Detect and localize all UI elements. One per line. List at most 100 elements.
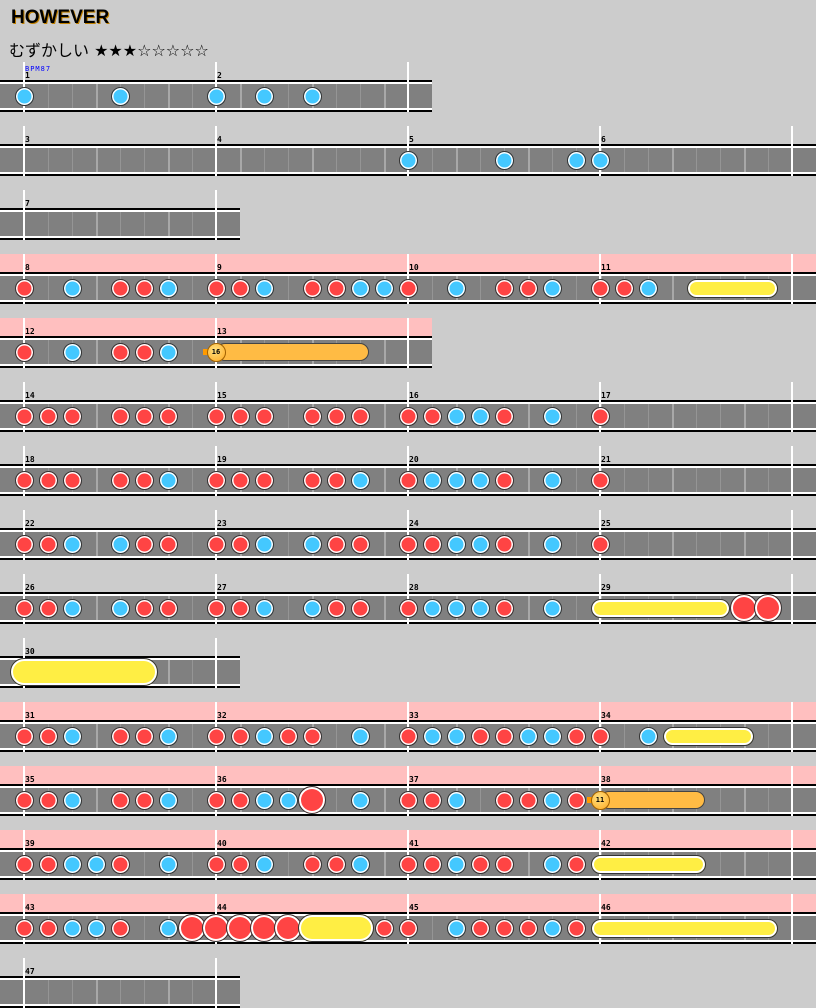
measure-number: 2 (217, 71, 222, 80)
grid-line (288, 596, 289, 620)
don-note (110, 854, 130, 874)
grid-line (696, 148, 697, 172)
chart-row: 7 (0, 190, 240, 240)
grid-line (192, 532, 193, 556)
grid-line (144, 84, 145, 108)
grid-line (744, 468, 746, 492)
measure-number: 23 (217, 519, 227, 528)
ka-note (110, 598, 130, 618)
grid-line (168, 980, 170, 1004)
bar-line (407, 62, 409, 112)
grid-line (456, 148, 458, 172)
ka-note (62, 342, 82, 362)
bar-line (791, 126, 793, 176)
measure-number: 21 (601, 455, 611, 464)
grid-line (648, 532, 649, 556)
ka-note (302, 86, 322, 106)
don-note (422, 790, 442, 810)
grid-line (528, 468, 530, 492)
grid-line (624, 468, 625, 492)
bar-line (23, 126, 25, 176)
don-note (206, 278, 226, 298)
don-note (110, 470, 130, 490)
ka-note (542, 406, 562, 426)
measure-number: 8 (25, 263, 30, 272)
ka-note (254, 854, 274, 874)
ka-note (542, 854, 562, 874)
grid-line (336, 84, 337, 108)
grid-line (144, 148, 145, 172)
grid-line (288, 84, 289, 108)
grid-line (288, 852, 289, 876)
don-note (326, 278, 346, 298)
measure-number: 6 (601, 135, 606, 144)
ka-note (494, 150, 514, 170)
grid-line (624, 532, 625, 556)
don-note (422, 854, 442, 874)
grid-line (720, 404, 721, 428)
don-note (206, 790, 226, 810)
ka-note (542, 726, 562, 746)
chart-row: 47 (0, 958, 240, 1008)
don-note (206, 470, 226, 490)
ka-note (158, 918, 178, 938)
measure-number: 34 (601, 711, 611, 720)
don-note (206, 406, 226, 426)
grid-line (336, 148, 337, 172)
note-lane (0, 208, 240, 240)
measure-number: 5 (409, 135, 414, 144)
balloon-note-body (216, 343, 369, 361)
ka-note (590, 150, 610, 170)
grid-line (96, 724, 98, 748)
don-note (494, 278, 514, 298)
ka-note (158, 342, 178, 362)
measure-number: 15 (217, 391, 227, 400)
don-note (134, 342, 154, 362)
ka-note (446, 406, 466, 426)
grid-line (192, 84, 193, 108)
ka-note (542, 470, 562, 490)
don-note (350, 534, 370, 554)
grid-line (144, 852, 145, 876)
grid-line (672, 404, 674, 428)
grid-line (48, 148, 49, 172)
grid-line (192, 340, 193, 364)
don-note (62, 470, 82, 490)
don-note (38, 918, 58, 938)
don-note (470, 918, 490, 938)
measure-number: 43 (25, 903, 35, 912)
grid-line (744, 788, 746, 812)
ka-note (254, 598, 274, 618)
big-don-note (754, 594, 782, 622)
grid-line (72, 212, 73, 236)
don-note (254, 470, 274, 490)
measure-number: 41 (409, 839, 419, 848)
don-note (14, 534, 34, 554)
don-note (230, 406, 250, 426)
grid-line (48, 276, 49, 300)
ka-note (302, 598, 322, 618)
measure-number: 33 (409, 711, 419, 720)
don-note (230, 598, 250, 618)
don-note (134, 470, 154, 490)
bar-line (791, 766, 793, 816)
grid-line (144, 916, 145, 940)
ka-note (446, 534, 466, 554)
grid-line (192, 852, 193, 876)
measure-number: 46 (601, 903, 611, 912)
grid-line (720, 852, 721, 876)
ka-note (446, 726, 466, 746)
ka-note (542, 598, 562, 618)
chart-row: 14 15 16 17 (0, 382, 816, 432)
grid-line (264, 148, 265, 172)
measure-number: 17 (601, 391, 611, 400)
don-note (230, 278, 250, 298)
ka-note (158, 278, 178, 298)
measure-number: 38 (601, 775, 611, 784)
grid-line (576, 276, 577, 300)
measure-number: 20 (409, 455, 419, 464)
grid-line (384, 532, 386, 556)
don-note (374, 918, 394, 938)
big-drumroll-note (298, 914, 374, 942)
grid-line (744, 852, 746, 876)
